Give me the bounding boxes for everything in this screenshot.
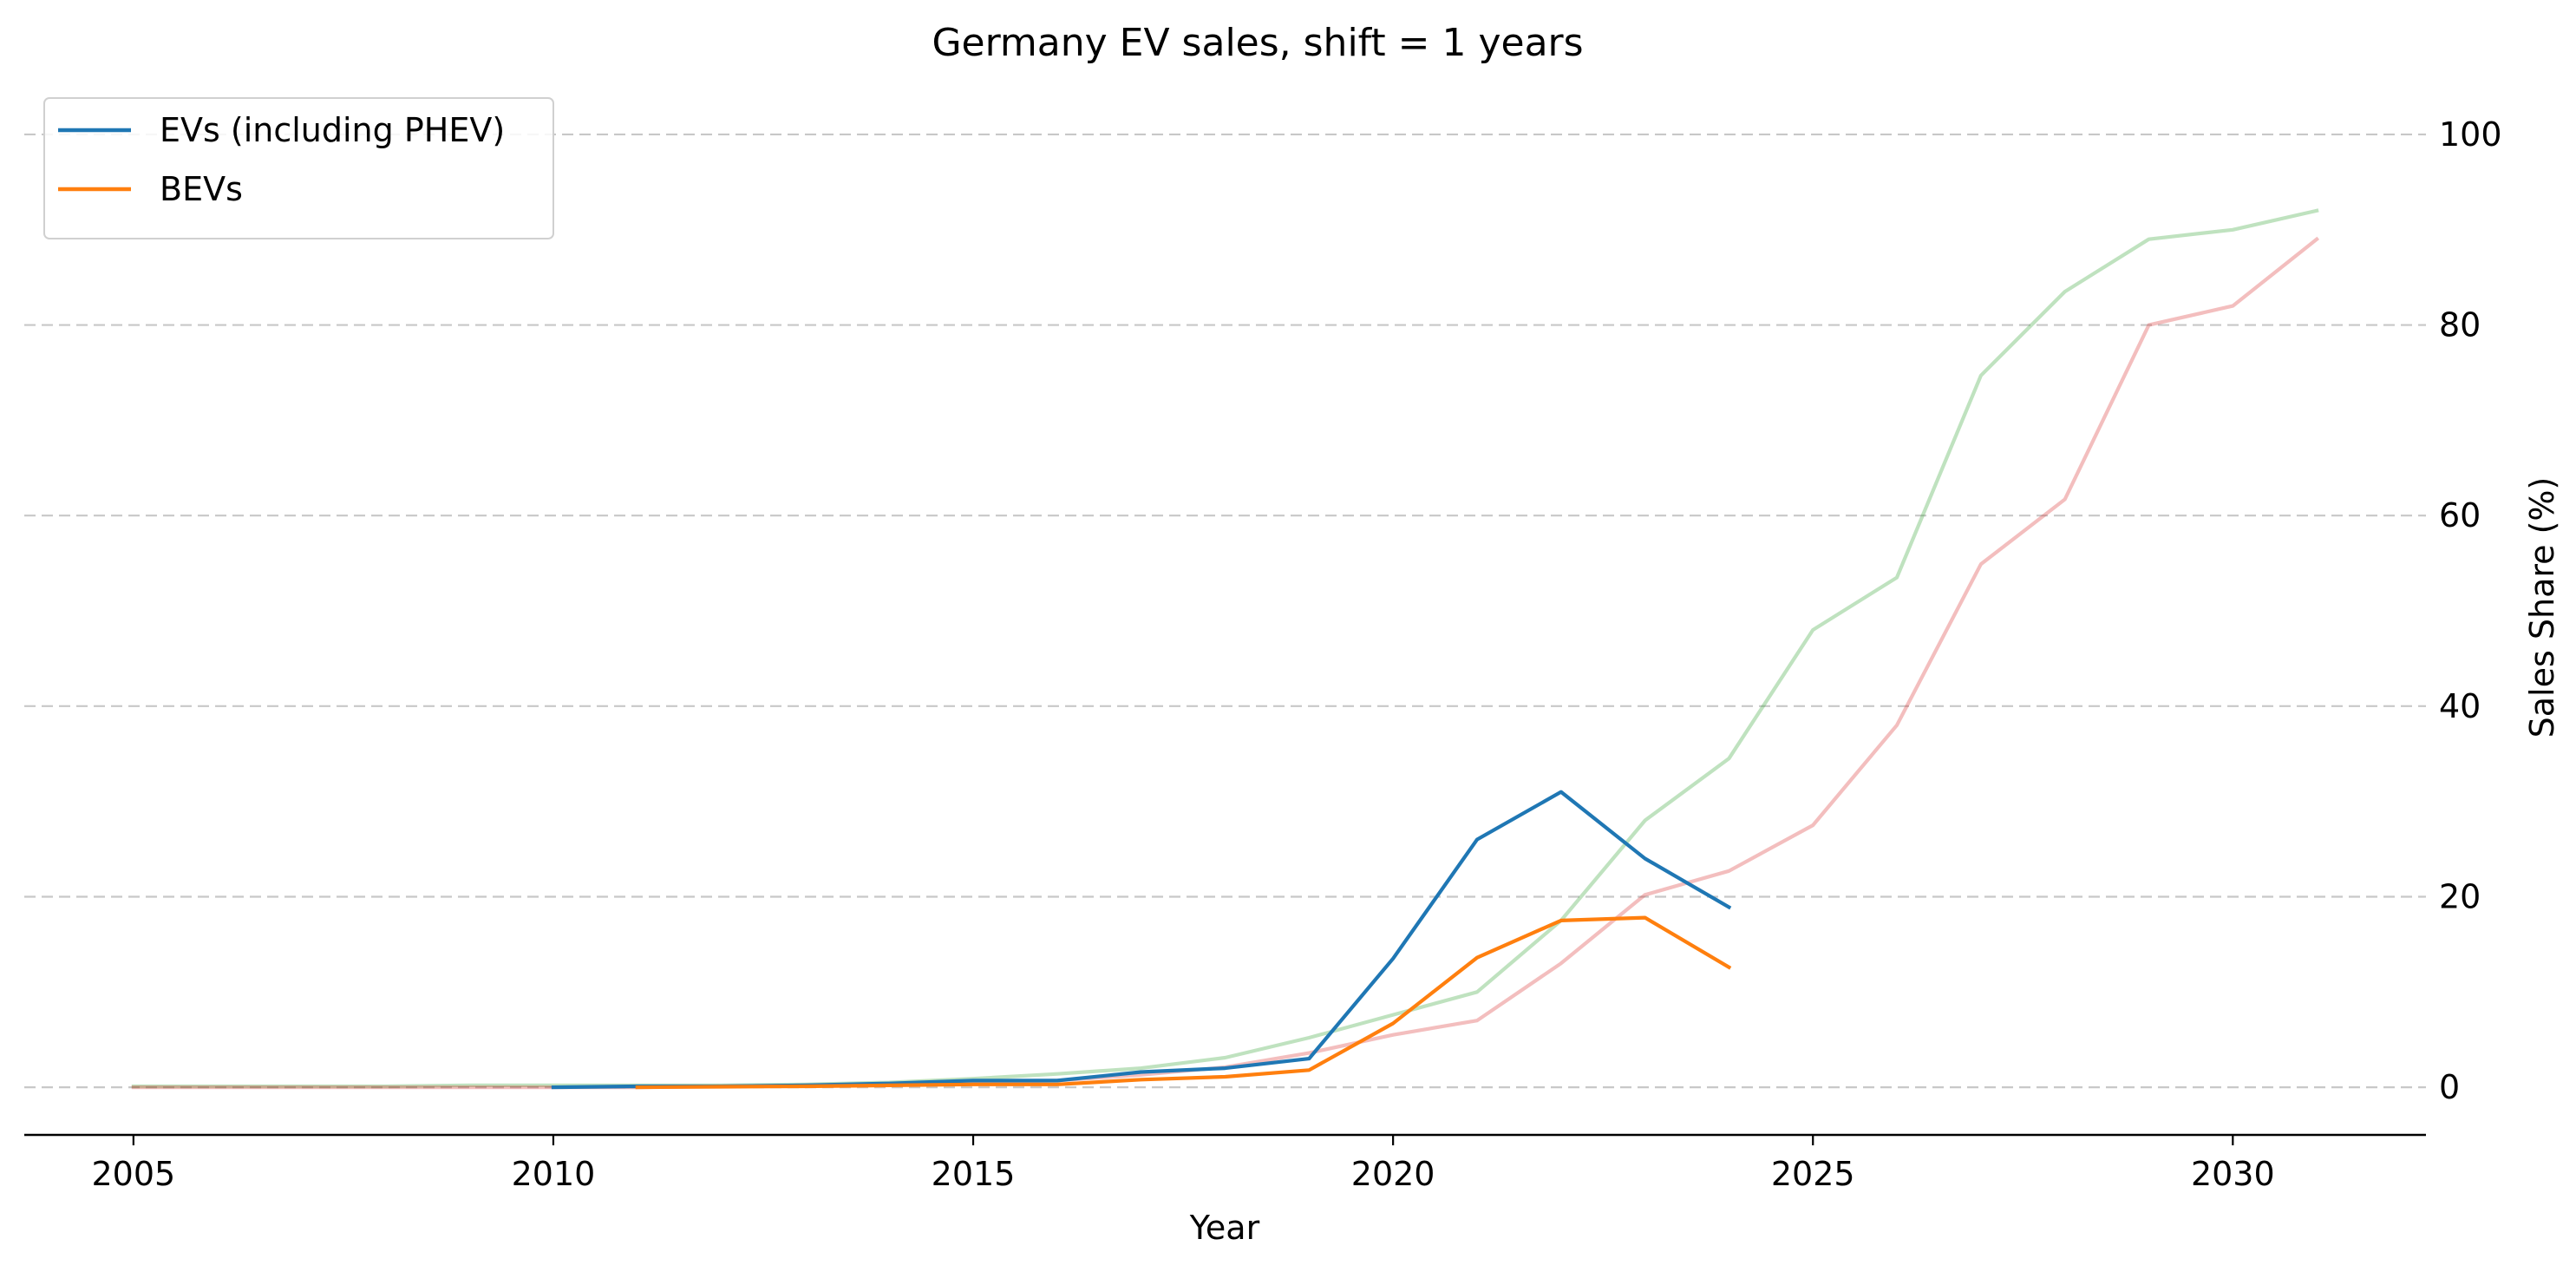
y-tick-label: 0 bbox=[2439, 1068, 2460, 1106]
y-tick-label: 20 bbox=[2439, 877, 2481, 915]
series-line-1 bbox=[551, 790, 1732, 1090]
series-line-3 bbox=[131, 208, 2319, 1089]
x-axis-label: Year bbox=[1189, 1209, 1260, 1247]
x-tick-label: 2010 bbox=[512, 1155, 596, 1193]
legend-label: EVs (including PHEV) bbox=[160, 111, 505, 149]
x-tick-label: 2030 bbox=[2191, 1155, 2275, 1193]
x-tick-label: 2005 bbox=[92, 1155, 176, 1193]
axes: 0 20 40 60 80 100 2005 2010 2015 2020 2025 2030 bbox=[24, 115, 2502, 1193]
x-tick-label: 2020 bbox=[1351, 1155, 1435, 1193]
chart-title: Germany EV sales, shift = 1 years bbox=[932, 21, 1583, 65]
series-lines bbox=[131, 208, 2320, 1090]
x-tick-label: 2025 bbox=[1771, 1155, 1855, 1193]
y-tick-label: 80 bbox=[2439, 306, 2481, 344]
legend-box bbox=[43, 97, 554, 239]
legend: EVs (including PHEV) BEVs bbox=[43, 97, 554, 239]
y-tick-label: 40 bbox=[2439, 687, 2481, 725]
y-tick-label: 60 bbox=[2439, 496, 2481, 534]
x-tick-label: 2015 bbox=[932, 1155, 1016, 1193]
grid bbox=[24, 133, 2426, 1089]
y-tick-label: 100 bbox=[2439, 115, 2502, 154]
legend-label: BEVs bbox=[160, 170, 243, 208]
y-axis-label: Sales Share (%) bbox=[2523, 477, 2561, 738]
series-line-2 bbox=[635, 915, 1732, 1090]
